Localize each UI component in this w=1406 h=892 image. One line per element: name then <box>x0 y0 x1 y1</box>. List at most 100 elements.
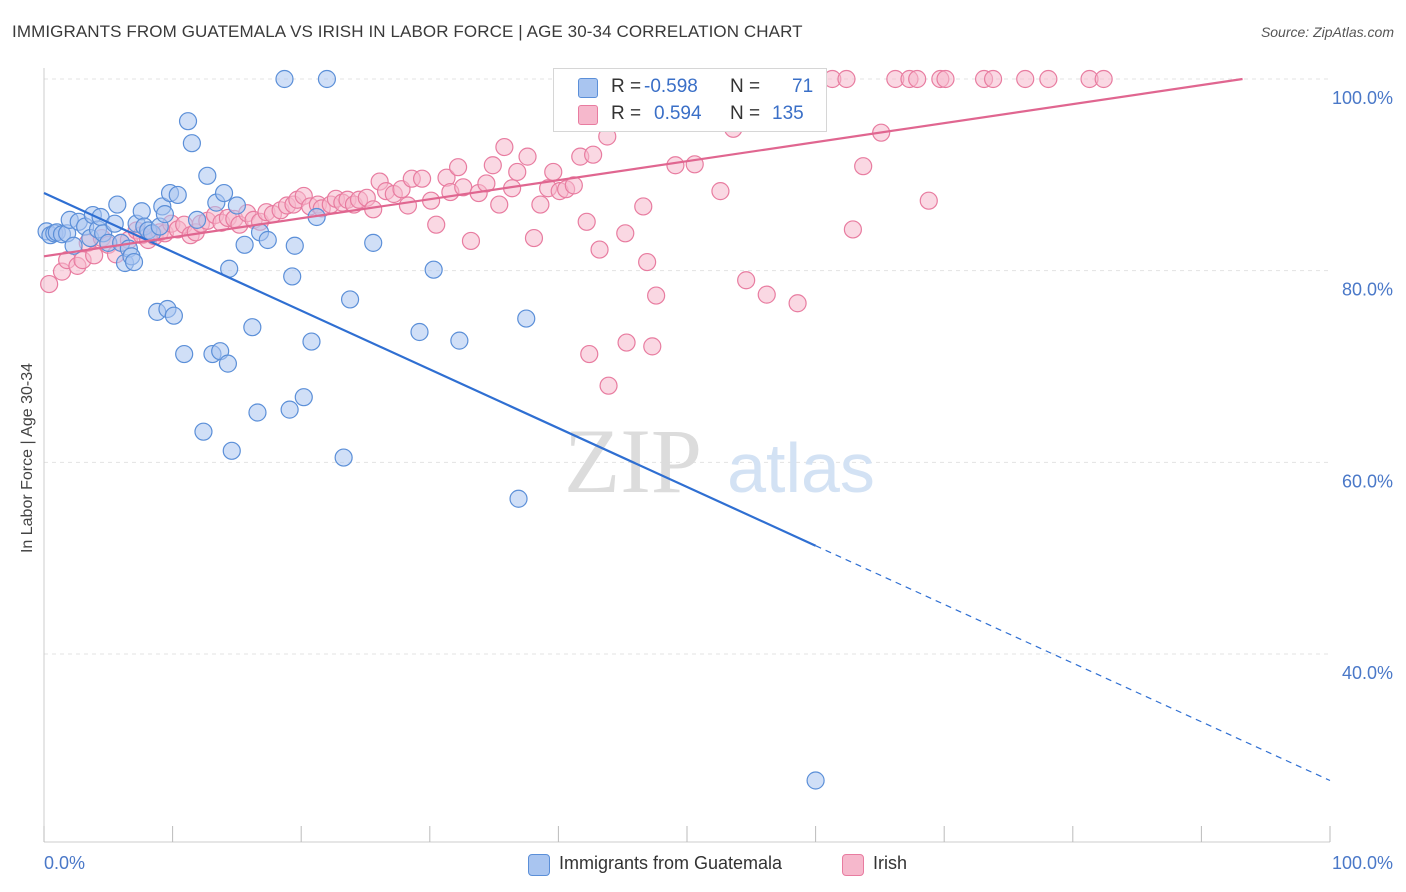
guatemala-point <box>364 233 383 252</box>
irish-point <box>843 220 862 239</box>
irish-point <box>1039 69 1058 89</box>
irish-point <box>518 147 537 166</box>
guatemala-point <box>175 344 194 364</box>
irish-point <box>634 197 653 216</box>
guatemala-point <box>64 236 83 255</box>
irish-point <box>40 274 59 294</box>
guatemala-point <box>178 112 198 131</box>
guatemala-point <box>275 69 294 89</box>
guatemala-point <box>124 252 144 272</box>
irish-point <box>495 137 514 157</box>
guatemala-point <box>235 235 254 254</box>
irish-point <box>711 182 730 201</box>
legend-swatch-pink <box>578 105 598 125</box>
guatemala-point <box>168 185 187 205</box>
series-legend: Immigrants from Guatemala Irish <box>0 852 1406 878</box>
y-tick-label: 40.0% <box>1342 663 1393 683</box>
guatemala-point <box>450 331 469 350</box>
legend-swatch-blue <box>528 854 550 876</box>
guatemala-point <box>164 306 183 325</box>
watermark-zip: ZIP <box>564 410 702 512</box>
y-tick-labels: 40.0% 60.0% 80.0% 100.0% <box>1332 88 1393 683</box>
irish-point <box>983 69 1003 89</box>
r-value: 0.594 <box>654 103 702 124</box>
guatemala-trend-extension <box>815 545 1331 782</box>
guatemala-point <box>222 441 241 460</box>
watermark: ZIP atlas <box>564 410 875 512</box>
irish-point <box>483 156 502 175</box>
irish-point <box>412 169 432 188</box>
irish-point <box>524 228 544 248</box>
guatemala-point <box>334 448 353 467</box>
guatemala-point <box>280 400 299 419</box>
guatemala-point <box>517 309 536 328</box>
guatemala-point <box>258 230 277 250</box>
guatemala-point <box>155 205 174 224</box>
guatemala-point <box>340 290 360 309</box>
y-tick-label: 60.0% <box>1342 471 1393 491</box>
guatemala-point <box>317 69 337 89</box>
irish-point <box>936 69 955 89</box>
guatemala-point <box>285 236 304 255</box>
irish-point <box>919 191 938 210</box>
irish-point <box>737 271 756 290</box>
n-value: 135 <box>772 103 804 124</box>
guatemala-points <box>37 69 825 790</box>
irish-point <box>1094 69 1113 89</box>
r-label: R = <box>611 103 642 124</box>
irish-point <box>490 195 509 214</box>
irish-point <box>854 157 873 176</box>
legend-swatch-blue <box>578 78 598 98</box>
legend-label-irish: Irish <box>873 853 908 873</box>
legend-label-guatemala: Immigrants from Guatemala <box>559 853 783 873</box>
irish-point <box>599 376 618 395</box>
guatemala-point <box>509 489 528 508</box>
stats-legend: R = -0.598 N = 71 R = 0.594 N = 135 <box>553 68 827 132</box>
irish-point <box>837 69 856 89</box>
axes <box>43 68 1331 843</box>
guatemala-point <box>194 422 213 441</box>
irish-point <box>531 195 550 214</box>
irish-point <box>544 162 563 182</box>
irish-point <box>647 286 666 305</box>
stats-row-guatemala: R = -0.598 N = 71 <box>554 74 826 100</box>
guatemala-point <box>198 166 217 185</box>
guatemala-point <box>248 403 267 422</box>
x-tick-label: 0.0% <box>44 853 85 873</box>
stats-row-irish: R = 0.594 N = 135 <box>554 101 826 127</box>
r-label: R = <box>611 76 642 97</box>
irish-point <box>580 344 599 364</box>
irish-point <box>788 294 807 313</box>
irish-point <box>757 285 776 304</box>
guatemala-point <box>424 260 443 279</box>
irish-point <box>584 145 603 164</box>
irish-point <box>427 215 446 234</box>
trend-lines <box>43 77 1331 782</box>
irish-point <box>616 224 635 243</box>
n-label: N = <box>730 76 761 97</box>
n-value: 71 <box>792 76 814 97</box>
guatemala-point <box>182 134 201 153</box>
y-tick-label: 100.0% <box>1332 88 1393 108</box>
irish-point <box>643 337 662 356</box>
guatemala-point <box>218 354 237 373</box>
guatemala-point <box>108 195 127 214</box>
irish-point <box>448 158 468 177</box>
irish-point <box>85 246 104 265</box>
irish-point <box>638 252 657 272</box>
guatemala-point <box>410 322 429 342</box>
source-credit: Source: ZipAtlas.com <box>1260 24 1394 40</box>
guatemala-trend-line <box>43 192 817 547</box>
guatemala-point <box>283 267 302 286</box>
guatemala-point <box>132 202 151 221</box>
guatemala-point <box>294 388 313 407</box>
r-value: -0.598 <box>644 76 698 97</box>
irish-point <box>1016 69 1035 89</box>
irish-point <box>398 196 418 215</box>
irish-point <box>590 240 609 259</box>
irish-point <box>666 156 685 175</box>
watermark-atlas: atlas <box>727 429 875 507</box>
irish-point <box>461 231 481 251</box>
y-tick-label: 80.0% <box>1342 280 1393 300</box>
guatemala-point <box>227 196 246 215</box>
